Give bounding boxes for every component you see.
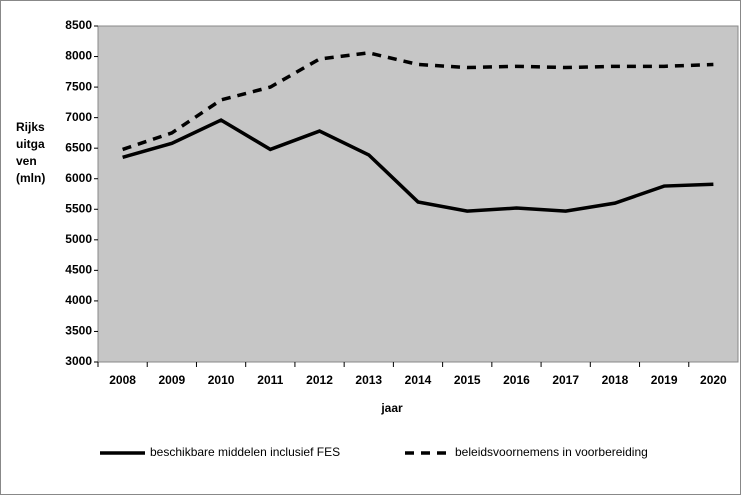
y-tick-label: 7500 [65,79,92,93]
y-axis-label: ven [16,154,37,168]
x-tick-label: 2008 [109,373,136,387]
x-tick-label: 2012 [306,373,333,387]
y-tick-label: 4000 [65,293,92,307]
x-tick-label: 2017 [552,373,579,387]
y-tick-label: 7000 [65,110,92,124]
y-tick-label: 8000 [65,49,92,63]
x-tick-label: 2018 [602,373,629,387]
y-axis-label: uitga [16,137,45,151]
x-tick-label: 2015 [454,373,481,387]
y-tick-label: 6000 [65,171,92,185]
y-tick-label: 4500 [65,263,92,277]
x-axis-label: jaar [380,401,403,415]
x-tick-label: 2016 [503,373,530,387]
legend-label: beleidsvoornemens in voorbereiding [455,445,648,459]
series-line [122,118,714,213]
x-tick-label: 2019 [651,373,678,387]
plot-area [97,25,739,363]
y-tick-label: 3000 [65,354,92,368]
y-axis-label: Rijks [16,120,45,134]
y-tick-label: 3500 [65,324,92,338]
y-tick-label: 8500 [65,18,92,32]
x-tick-label: 2014 [405,373,432,387]
series-line [122,51,714,152]
x-tick-label: 2010 [208,373,235,387]
x-tick-label: 2020 [700,373,727,387]
y-tick-label: 6500 [65,140,92,154]
x-tick-label: 2013 [355,373,382,387]
y-tick-label: 5500 [65,201,92,215]
y-axis-label: (mln) [16,171,45,185]
legend-label: beschikbare middelen inclusief FES [150,445,340,459]
x-tick-label: 2009 [158,373,185,387]
x-tick-label: 2011 [257,373,283,387]
y-tick-label: 5000 [65,232,92,246]
